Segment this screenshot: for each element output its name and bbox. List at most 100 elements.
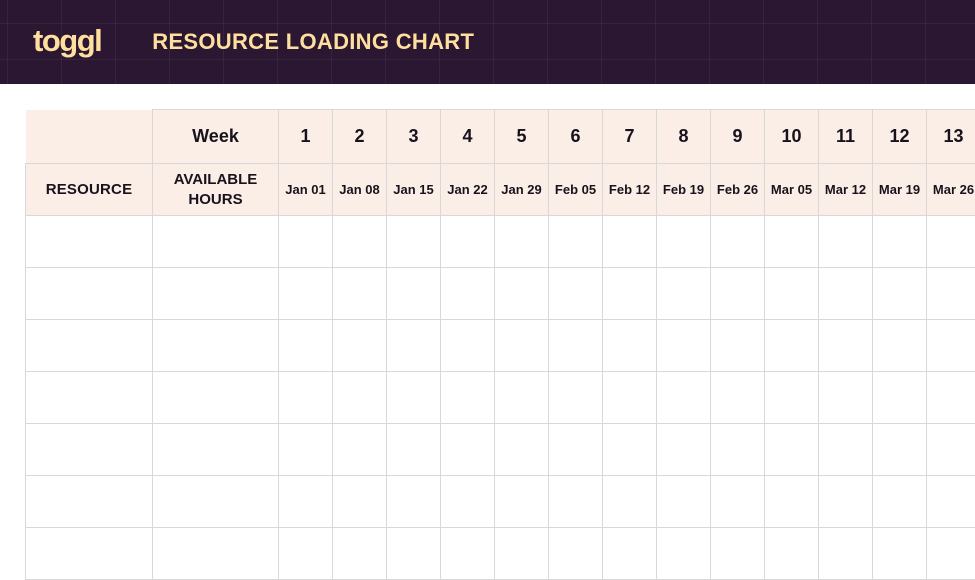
week-hours-cell — [441, 268, 495, 320]
week-hours-cell — [873, 424, 927, 476]
week-number-cell: 10 — [765, 110, 819, 164]
available-hours-value-cell — [153, 216, 279, 268]
week-hours-cell — [657, 268, 711, 320]
week-label-cell: Week — [153, 110, 279, 164]
week-hours-cell — [279, 372, 333, 424]
week-hours-cell — [711, 528, 765, 580]
week-hours-cell — [387, 216, 441, 268]
resource-label-cell: RESOURCE — [26, 164, 153, 216]
week-hours-cell — [333, 528, 387, 580]
week-hours-cell — [927, 320, 975, 372]
available-hours-label-cell: AVAILABLE HOURS — [153, 164, 279, 216]
week-hours-cell — [657, 528, 711, 580]
week-hours-cell — [441, 476, 495, 528]
week-hours-cell — [279, 268, 333, 320]
week-hours-cell — [279, 424, 333, 476]
week-hours-cell — [495, 476, 549, 528]
week-hours-cell — [927, 528, 975, 580]
week-hours-cell — [603, 476, 657, 528]
week-hours-cell — [819, 424, 873, 476]
week-hours-cell — [765, 216, 819, 268]
week-number-cell: 11 — [819, 110, 873, 164]
body-row — [26, 424, 975, 476]
table-body — [26, 216, 975, 580]
week-hours-cell — [711, 320, 765, 372]
week-hours-cell — [441, 528, 495, 580]
week-hours-cell — [495, 528, 549, 580]
week-hours-cell — [441, 424, 495, 476]
available-hours-value-cell — [153, 476, 279, 528]
week-date-cell: Feb 19 — [657, 164, 711, 216]
week-hours-cell — [711, 372, 765, 424]
week-hours-cell — [927, 372, 975, 424]
body-row — [26, 268, 975, 320]
week-number-cell: 12 — [873, 110, 927, 164]
week-hours-cell — [603, 372, 657, 424]
toggl-logo: toggl — [33, 25, 101, 56]
week-date-cell: Feb 26 — [711, 164, 765, 216]
corner-cell — [26, 110, 153, 164]
top-brand-bar: toggl RESOURCE LOADING CHART — [0, 0, 975, 84]
week-date-cell: Mar 05 — [765, 164, 819, 216]
week-date-cell: Jan 15 — [387, 164, 441, 216]
week-hours-cell — [765, 372, 819, 424]
week-hours-cell — [711, 476, 765, 528]
week-hours-cell — [549, 424, 603, 476]
week-hours-cell — [711, 268, 765, 320]
resource-name-cell — [26, 216, 153, 268]
week-hours-cell — [549, 216, 603, 268]
week-hours-cell — [333, 372, 387, 424]
week-hours-cell — [441, 216, 495, 268]
week-hours-cell — [657, 372, 711, 424]
week-number-cell: 1 — [279, 110, 333, 164]
week-hours-cell — [549, 320, 603, 372]
body-row — [26, 216, 975, 268]
week-hours-cell — [873, 476, 927, 528]
week-hours-cell — [603, 268, 657, 320]
week-hours-cell — [711, 216, 765, 268]
week-date-cell: Jan 22 — [441, 164, 495, 216]
week-hours-cell — [873, 320, 927, 372]
week-date-cell: Jan 29 — [495, 164, 549, 216]
week-hours-cell — [279, 216, 333, 268]
week-hours-cell — [441, 372, 495, 424]
week-hours-cell — [927, 268, 975, 320]
week-hours-cell — [603, 320, 657, 372]
week-hours-cell — [495, 268, 549, 320]
week-hours-cell — [819, 476, 873, 528]
week-hours-cell — [387, 372, 441, 424]
week-number-cell: 6 — [549, 110, 603, 164]
available-hours-value-cell — [153, 268, 279, 320]
week-hours-cell — [333, 320, 387, 372]
week-number-cell: 3 — [387, 110, 441, 164]
week-hours-cell — [657, 476, 711, 528]
resource-name-cell — [26, 320, 153, 372]
week-date-cell: Feb 05 — [549, 164, 603, 216]
week-hours-cell — [765, 320, 819, 372]
week-hours-cell — [333, 476, 387, 528]
week-hours-cell — [495, 320, 549, 372]
week-hours-cell — [279, 320, 333, 372]
resource-name-cell — [26, 476, 153, 528]
week-number-cell: 2 — [333, 110, 387, 164]
week-number-cell: 5 — [495, 110, 549, 164]
week-hours-cell — [333, 216, 387, 268]
week-number-cell: 9 — [711, 110, 765, 164]
week-hours-cell — [333, 424, 387, 476]
week-date-cell: Jan 08 — [333, 164, 387, 216]
week-hours-cell — [387, 268, 441, 320]
week-date-cell: Mar 12 — [819, 164, 873, 216]
week-hours-cell — [765, 424, 819, 476]
week-hours-cell — [873, 268, 927, 320]
week-hours-cell — [495, 424, 549, 476]
body-row — [26, 320, 975, 372]
week-hours-cell — [927, 476, 975, 528]
week-hours-cell — [549, 372, 603, 424]
week-hours-cell — [549, 268, 603, 320]
resource-name-cell — [26, 372, 153, 424]
resource-name-cell — [26, 528, 153, 580]
week-hours-cell — [765, 528, 819, 580]
